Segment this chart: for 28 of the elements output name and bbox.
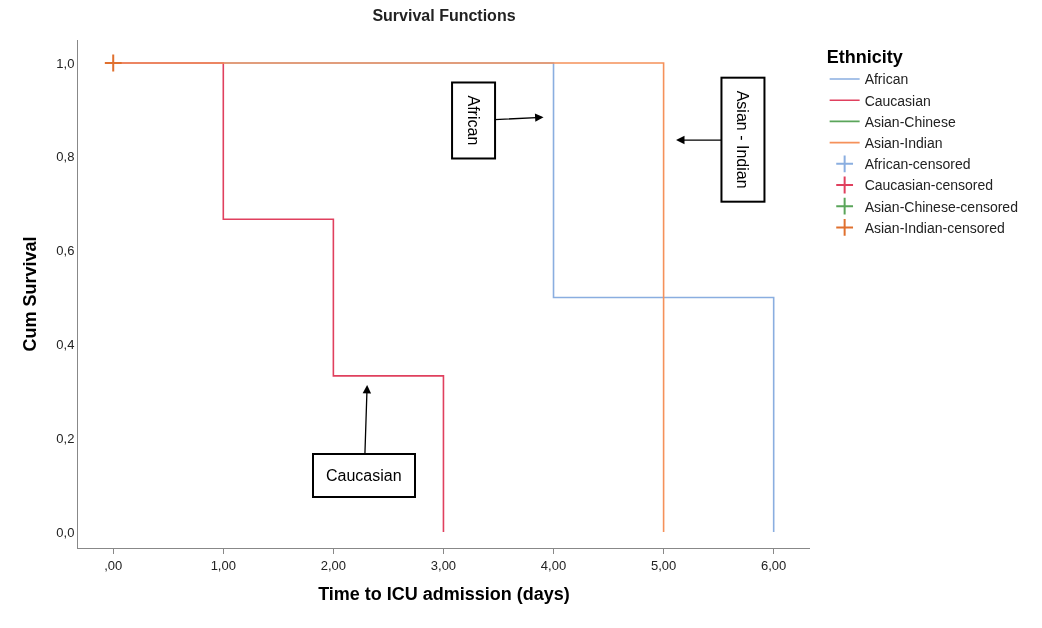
annotation: Asian - Indian — [734, 90, 752, 189]
chart-title: Survival Functions — [372, 6, 516, 24]
legend-title: Ethnicity — [826, 47, 903, 68]
y-tick-label: 0,2 — [56, 430, 75, 446]
x-tick-label: 2,00 — [320, 557, 347, 573]
legend-label: Asian-Indian-censored — [864, 219, 1005, 236]
legend-label: Caucasian — [864, 92, 931, 109]
legend-label: Asian-Chinese — [864, 113, 956, 130]
x-tick-label: 6,00 — [761, 557, 787, 573]
y-tick-label: 0,4 — [56, 336, 75, 352]
x-tick-label: 1,00 — [210, 557, 236, 573]
y-tick-label: 0,0 — [56, 524, 75, 540]
x-tick-label: 5,00 — [650, 557, 677, 573]
y-axis-title: Cum Survival — [19, 236, 40, 352]
annotation: African — [465, 95, 483, 146]
legend-label: Caucasian-censored — [864, 177, 994, 194]
x-tick-label: 4,00 — [540, 557, 567, 573]
legend-label: African-censored — [864, 156, 971, 173]
legend-label: Asian-Chinese-censored — [864, 198, 1018, 215]
legend-label: Asian-Indian — [864, 135, 943, 152]
annotation: Caucasian — [326, 467, 402, 484]
legend-label: African — [864, 71, 909, 88]
x-tick-label: ,00 — [104, 557, 123, 573]
x-tick-label: 3,00 — [430, 557, 457, 573]
y-tick-label: 1,0 — [56, 55, 75, 71]
y-tick-label: 0,8 — [56, 149, 75, 165]
x-axis-title: Time to ICU admission (days) — [318, 583, 570, 604]
y-tick-label: 0,6 — [56, 243, 75, 259]
